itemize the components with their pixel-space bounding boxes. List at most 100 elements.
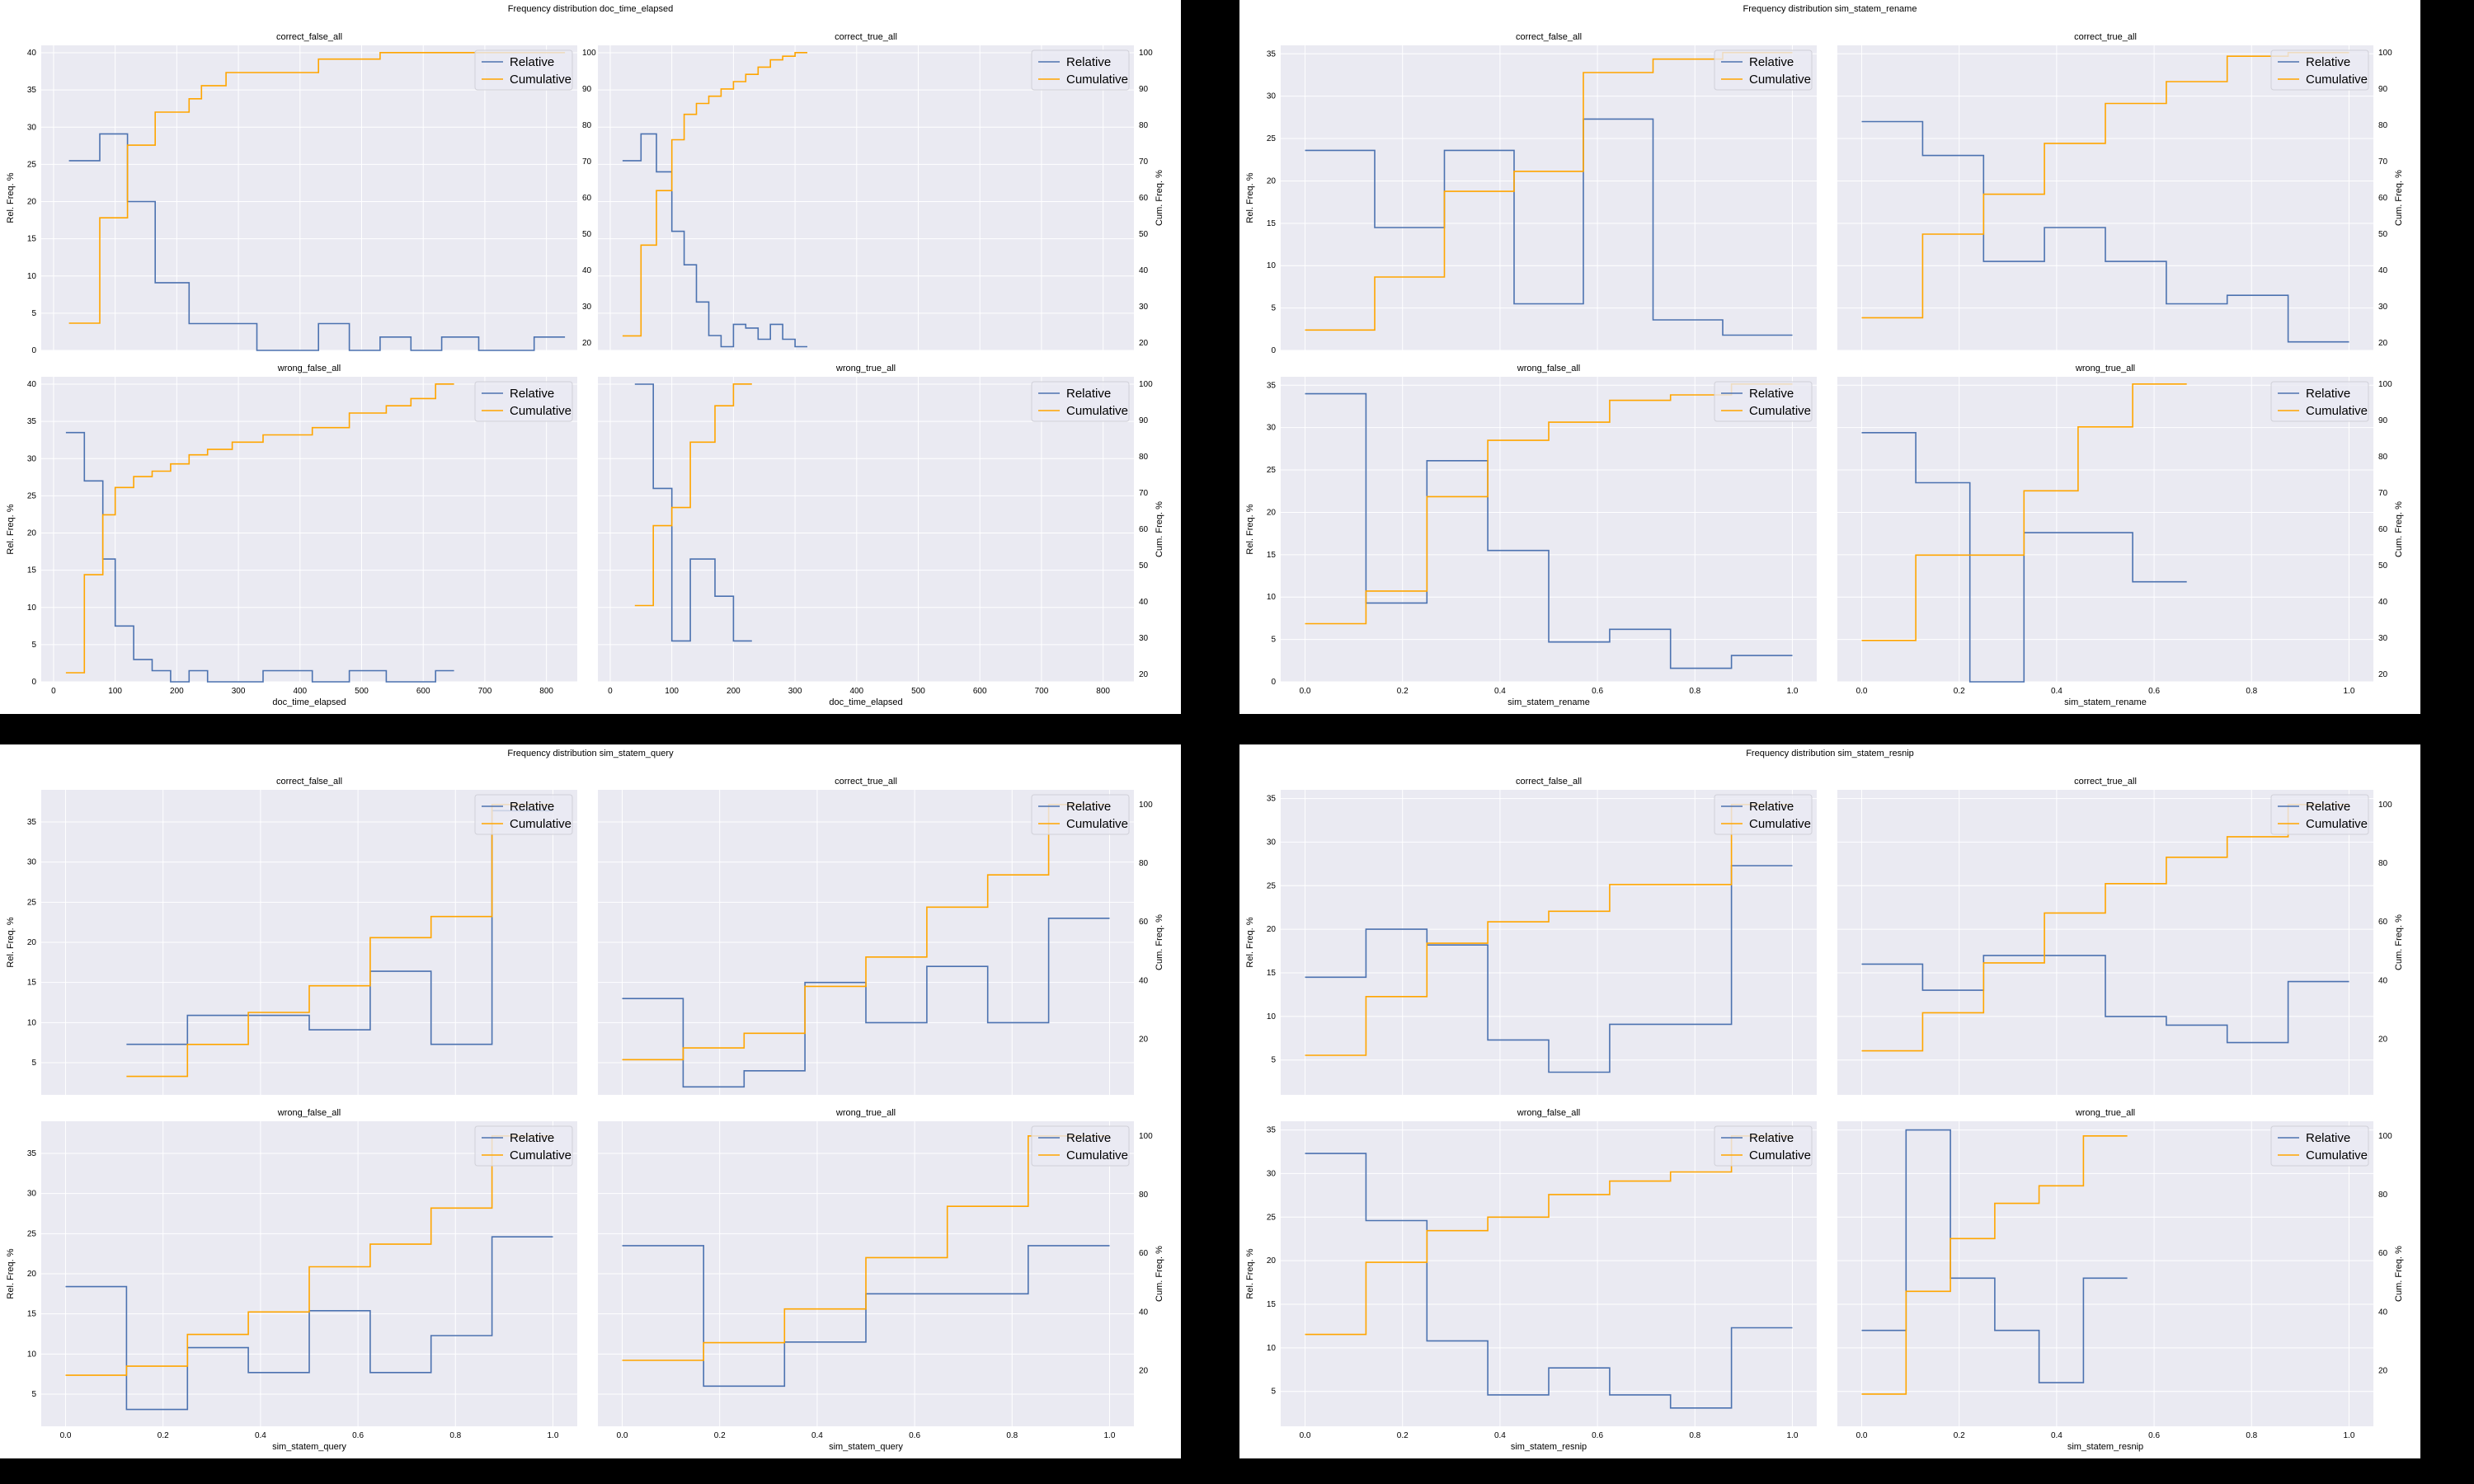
subplot: 20 40 60 80 100 correct_true_all Cum. Freq. % R… [1837, 777, 2404, 1095]
subplot-title: correct_false_all [276, 777, 342, 787]
y-tick-label: 0 [1271, 346, 1276, 355]
subplot: 0.0 0.2 0.4 0.6 0.8 1.0 5 10 15 20 25 30 35 wrong_fal… [1245, 1108, 1817, 1452]
x-tick-label: 0.6 [1592, 1431, 1603, 1440]
y2-tick-label: 100 [2378, 380, 2392, 389]
y2-tick-label: 30 [2378, 303, 2388, 312]
x-tick-label: 0.2 [714, 1431, 726, 1440]
x-tick-label: 0.4 [2051, 687, 2062, 696]
legend-box [2270, 1125, 2369, 1167]
legend-cumulative-label: Cumulative [1749, 404, 1811, 418]
x-tick-label: 1.0 [2344, 1431, 2355, 1440]
y2-tick-label: 70 [2378, 489, 2388, 498]
x-tick-label: 0.2 [1397, 1431, 1409, 1440]
x-axis-label: doc_time_elapsed [272, 697, 346, 707]
x-tick-label: 0.2 [158, 1431, 169, 1440]
legend-box [2270, 381, 2369, 422]
x-tick-label: 0.8 [2246, 1431, 2257, 1440]
y-tick-label: 35 [27, 417, 37, 426]
plot-area [1837, 790, 2373, 1095]
subplot: 0.0 0.2 0.4 0.6 0.8 1.0 20 40 60 80 100 wrong_true_… [598, 1108, 1164, 1452]
legend-box [1031, 794, 1130, 835]
legend-relative-label: Relative [2306, 55, 2350, 69]
y-tick-label: 20 [27, 529, 37, 538]
legend-relative-label: Relative [1749, 1131, 1794, 1145]
legend-cumulative-label: Cumulative [1066, 1148, 1128, 1162]
relative-series-line [126, 810, 553, 1045]
y2-tick-label: 50 [2378, 561, 2388, 571]
y-tick-label: 10 [27, 272, 37, 281]
y2-axis-label: Cum. Freq. % [1155, 1246, 1164, 1302]
y-tick-label: 20 [1267, 176, 1277, 186]
y2-tick-label: 60 [2378, 525, 2388, 534]
x-tick-label: 0.6 [1592, 687, 1603, 696]
y-tick-label: 5 [31, 1059, 36, 1068]
relative-series-line [1305, 392, 1793, 669]
x-tick-label: 0.4 [1494, 687, 1506, 696]
y2-tick-label: 20 [2378, 339, 2388, 348]
y-tick-label: 35 [27, 1149, 37, 1158]
y2-tick-label: 40 [582, 266, 592, 275]
figure-sim-statem-resnip: Frequency distribution sim_statem_resnip… [1239, 744, 2420, 1458]
legend-relative-label: Relative [1749, 55, 1794, 69]
x-tick-label: 100 [665, 687, 679, 696]
y2-tick-label: 100 [2378, 801, 2392, 810]
relative-series-line [1861, 1129, 2128, 1383]
y2-tick-label: 90 [2378, 416, 2388, 425]
y-tick-label: 0 [31, 346, 36, 355]
x-tick-label: 1.0 [1787, 1431, 1799, 1440]
y-tick-label: 15 [1267, 1300, 1277, 1309]
y2-tick-label: 40 [1139, 598, 1149, 607]
legend-relative-label: Relative [2306, 800, 2350, 814]
relative-series-line [1305, 118, 1793, 336]
y2-tick-label: 20 [2378, 1035, 2388, 1044]
y2-tick-label: 100 [1139, 801, 1153, 810]
y2-tick-label: 20 [1139, 1366, 1149, 1375]
legend: Relative Cumulative [474, 381, 573, 422]
y-tick-label: 20 [27, 938, 37, 947]
y-tick-label: 15 [27, 235, 37, 244]
y-tick-label: 5 [31, 641, 36, 650]
y2-tick-label: 80 [2378, 1190, 2388, 1200]
subplot-title: wrong_false_all [1517, 1108, 1580, 1118]
legend-cumulative-label: Cumulative [1066, 73, 1128, 87]
subplot-title: correct_false_all [1516, 32, 1582, 42]
y-tick-label: 5 [31, 309, 36, 318]
x-tick-label: 0.0 [60, 1431, 72, 1440]
figure-sim-statem-query: Frequency distribution sim_statem_query 5… [0, 744, 1181, 1458]
x-tick-label: 0.0 [617, 1431, 628, 1440]
legend-relative-label: Relative [1749, 387, 1794, 401]
x-tick-label: 0.8 [449, 1431, 461, 1440]
legend-box [474, 381, 573, 422]
relative-series-line [1305, 1153, 1793, 1409]
legend-box [2270, 794, 2369, 835]
y-tick-label: 25 [1267, 466, 1277, 475]
legend-box [474, 794, 573, 835]
y2-tick-label: 40 [1139, 1308, 1149, 1317]
x-tick-label: 700 [478, 687, 492, 696]
y-tick-label: 25 [27, 898, 37, 907]
y2-tick-label: 40 [2378, 976, 2388, 985]
subplot-title: correct_false_all [276, 32, 342, 42]
relative-series-line [1861, 432, 2187, 683]
x-tick-label: 0.2 [1954, 1431, 1965, 1440]
legend-box [1714, 794, 1813, 835]
y2-tick-label: 90 [2378, 85, 2388, 94]
y-axis-label: Rel. Freq. % [1245, 1248, 1255, 1298]
cumulative-series-line [1305, 383, 1793, 625]
legend: Relative Cumulative [2270, 49, 2369, 91]
cumulative-series-line [65, 383, 454, 674]
y-tick-label: 25 [27, 160, 37, 169]
legend-box [2270, 49, 2369, 91]
y-tick-label: 30 [27, 858, 37, 867]
x-tick-label: 500 [911, 687, 925, 696]
legend-relative-label: Relative [2306, 1131, 2350, 1145]
y2-tick-label: 60 [2378, 918, 2388, 927]
legend-cumulative-label: Cumulative [510, 1148, 571, 1162]
x-axis-label: sim_statem_rename [2064, 697, 2147, 707]
x-tick-label: 800 [1096, 687, 1110, 696]
legend: Relative Cumulative [1031, 49, 1130, 91]
y2-tick-label: 40 [2378, 598, 2388, 607]
legend-relative-label: Relative [2306, 387, 2350, 401]
legend-relative-label: Relative [1749, 800, 1794, 814]
y-tick-label: 5 [1271, 304, 1276, 313]
